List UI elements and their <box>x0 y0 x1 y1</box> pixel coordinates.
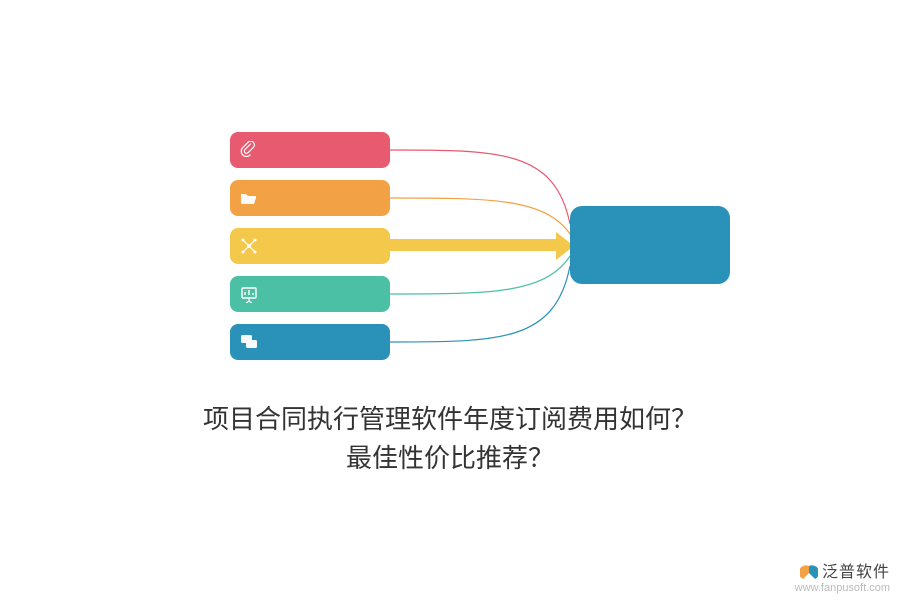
category-bar-1 <box>230 132 390 168</box>
chat-icon <box>240 333 258 351</box>
title-line-1: 项目合同执行管理软件年度订阅费用如何？ <box>0 400 900 439</box>
folder-open-icon <box>240 189 258 207</box>
watermark: 泛普软件 www.fanpusoft.com <box>795 558 890 594</box>
diagram-canvas: 项目合同执行管理软件年度订阅费用如何？ 最佳性价比推荐？ 泛普软件 www.fa… <box>0 0 900 600</box>
connector-curve <box>390 150 570 224</box>
connector-curve <box>390 266 570 342</box>
connector-lines <box>0 0 900 600</box>
target-box <box>570 206 730 284</box>
category-bar-2 <box>230 180 390 216</box>
watermark-brand: 泛普软件 <box>795 558 890 582</box>
title-line-2: 最佳性价比推荐？ <box>0 439 900 478</box>
arrow-line <box>390 239 558 251</box>
category-bar-4 <box>230 276 390 312</box>
presentation-icon <box>240 285 258 303</box>
watermark-brand-text: 泛普软件 <box>822 564 890 581</box>
watermark-url: www.fanpusoft.com <box>795 582 890 594</box>
connector-curve <box>390 198 570 234</box>
network-icon <box>240 237 258 255</box>
title-block: 项目合同执行管理软件年度订阅费用如何？ 最佳性价比推荐？ <box>0 400 900 478</box>
connector-curve <box>390 256 570 294</box>
category-bar-5 <box>230 324 390 360</box>
logo-icon <box>800 564 818 582</box>
paperclip-icon <box>240 141 258 159</box>
category-bar-3 <box>230 228 390 264</box>
